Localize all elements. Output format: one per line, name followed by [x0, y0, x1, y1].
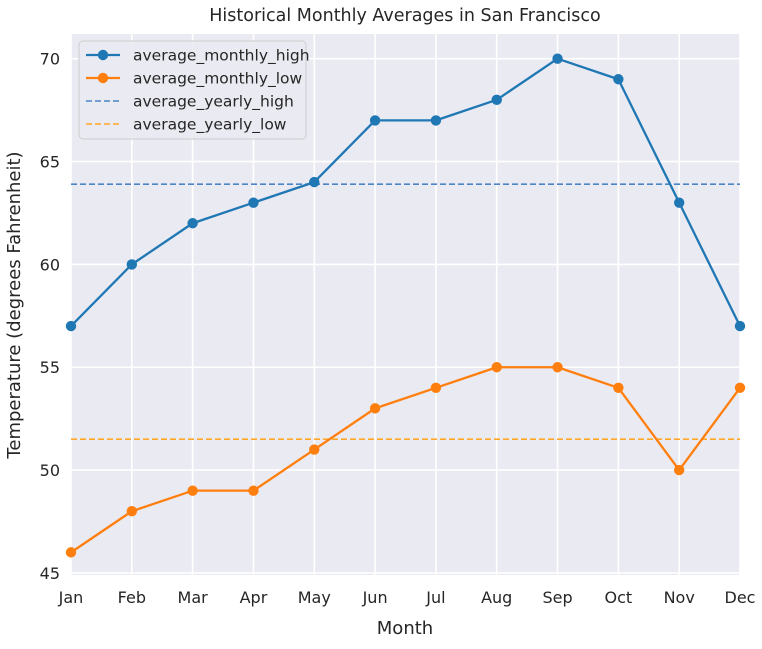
average_monthly_high-point — [65, 320, 77, 332]
average_monthly_low-point — [552, 362, 563, 373]
average_monthly_low-point — [734, 382, 746, 394]
average_monthly_high-point — [309, 176, 320, 188]
y-tick-label: 60 — [40, 255, 60, 274]
y-tick-labels: 45 50 55 60 65 70 — [40, 50, 60, 583]
y-tick-label: 55 — [40, 358, 60, 377]
average_monthly_high-point — [552, 53, 563, 64]
x-tick-label: Dec — [725, 588, 756, 607]
x-tick-label: Oct — [605, 588, 633, 607]
average_monthly_low-point — [187, 485, 198, 496]
average_monthly_high-point — [673, 197, 685, 208]
legend-label: average_yearly_high — [133, 93, 294, 112]
legend-swatch-marker — [97, 72, 109, 84]
average_monthly_low-point — [65, 547, 77, 558]
y-tick-label: 65 — [40, 153, 60, 172]
x-tick-label: Jul — [425, 588, 445, 607]
average_monthly_high-point — [248, 197, 259, 208]
average_monthly_low-point — [126, 506, 138, 517]
x-tick-label: Nov — [664, 588, 695, 607]
average_monthly_high-point — [187, 218, 198, 229]
average_monthly_low-point — [491, 362, 502, 373]
legend-label: average_yearly_low — [133, 116, 287, 135]
average_monthly_low-point — [369, 403, 381, 414]
average_monthly_high-point — [126, 259, 138, 270]
average_monthly_high-point — [369, 115, 381, 126]
legend-box — [78, 40, 307, 140]
average_monthly_low-point — [673, 464, 685, 476]
x-tick-label: Sep — [542, 588, 572, 607]
chart-title: Historical Monthly Averages in San Franc… — [209, 6, 600, 26]
legend-label: average_monthly_low — [133, 70, 303, 89]
x-tick-label: May — [298, 588, 331, 607]
x-tick-label: Jan — [58, 588, 84, 607]
legend-swatch-marker — [97, 49, 109, 61]
x-tick-labels: Jan Feb Mar Apr May Jun Jul Aug Sep Oct Nov Dec — [58, 588, 756, 607]
average_monthly_low-point — [309, 444, 320, 455]
x-axis-label: Month — [377, 618, 433, 639]
legend-label: average_monthly_high — [133, 47, 310, 66]
series-lines — [65, 53, 746, 558]
average_monthly_low-point — [613, 382, 624, 394]
average_monthly_high-point — [430, 115, 442, 126]
average_monthly_high-point — [734, 320, 746, 332]
average_monthly_low-point — [248, 485, 259, 496]
legend: average_monthly_high average_monthly_lowa… — [78, 40, 310, 140]
y-tick-label: 70 — [40, 50, 60, 69]
x-tick-label: Aug — [481, 588, 512, 607]
reference-lines — [71, 183, 740, 441]
average_monthly_low-line — [70, 366, 741, 554]
average_monthly_low-point — [430, 382, 442, 394]
y-tick-label: 45 — [40, 564, 60, 583]
x-tick-label: Jun — [362, 588, 388, 607]
average_monthly_high-point — [613, 74, 624, 85]
average_monthly_high-point — [491, 94, 502, 106]
x-tick-label: Mar — [178, 588, 209, 607]
average_monthly_high-line — [70, 57, 742, 327]
x-tick-label: Feb — [118, 588, 146, 607]
y-tick-label: 50 — [40, 461, 60, 480]
x-tick-label: Apr — [240, 588, 268, 607]
y-axis-label: Temperature (degrees Fahrenheit) — [4, 151, 25, 459]
